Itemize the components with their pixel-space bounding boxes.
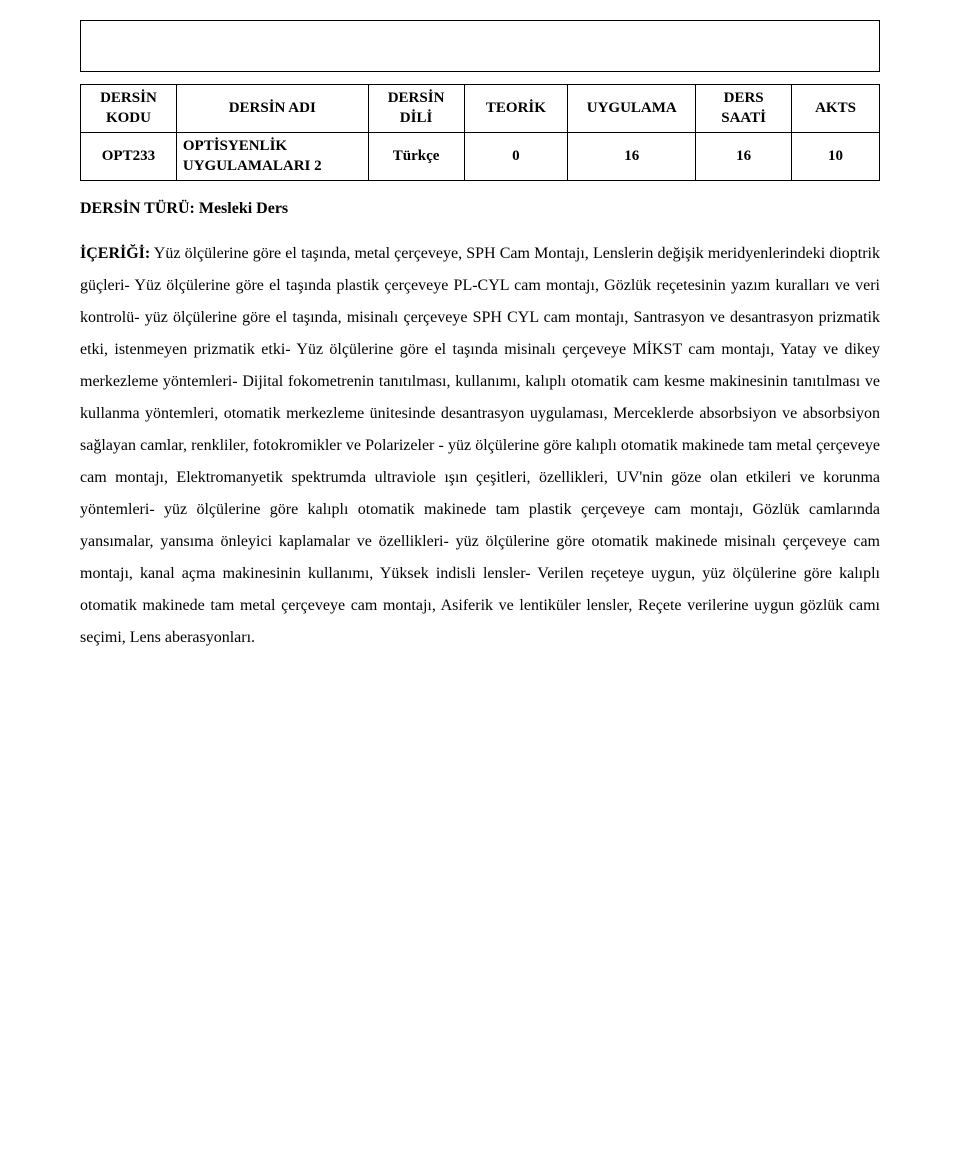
header-practice: UYGULAMA (568, 85, 696, 133)
content-label: İÇERİĞİ: (80, 245, 150, 262)
cell-lang: Türkçe (368, 133, 464, 181)
course-type-value: Mesleki Ders (199, 200, 288, 217)
content-text: Yüz ölçülerine göre el taşında, metal çe… (80, 245, 880, 646)
table-data-row: OPT233 OPTİSYENLİK UYGULAMALARI 2 Türkçe… (81, 133, 880, 181)
header-ects: AKTS (792, 85, 880, 133)
cell-practice: 16 (568, 133, 696, 181)
header-hours: DERS SAATİ (696, 85, 792, 133)
header-code: DERSİN KODU (81, 85, 177, 133)
header-lang: DERSİN DİLİ (368, 85, 464, 133)
course-info-table: DERSİN KODU DERSİN ADI DERSİN DİLİ TEORİ… (80, 84, 880, 181)
cell-theory: 0 (464, 133, 568, 181)
cell-hours: 16 (696, 133, 792, 181)
header-theory: TEORİK (464, 85, 568, 133)
cell-ects: 10 (792, 133, 880, 181)
cell-name: OPTİSYENLİK UYGULAMALARI 2 (176, 133, 368, 181)
table-header-row: DERSİN KODU DERSİN ADI DERSİN DİLİ TEORİ… (81, 85, 880, 133)
header-name: DERSİN ADI (176, 85, 368, 133)
empty-header-box (80, 20, 880, 72)
cell-code: OPT233 (81, 133, 177, 181)
course-type-label: DERSİN TÜRÜ: (80, 200, 195, 217)
course-type-line: DERSİN TÜRÜ: Mesleki Ders (80, 195, 880, 224)
course-content-paragraph: İÇERİĞİ: Yüz ölçülerine göre el taşında,… (80, 238, 880, 654)
